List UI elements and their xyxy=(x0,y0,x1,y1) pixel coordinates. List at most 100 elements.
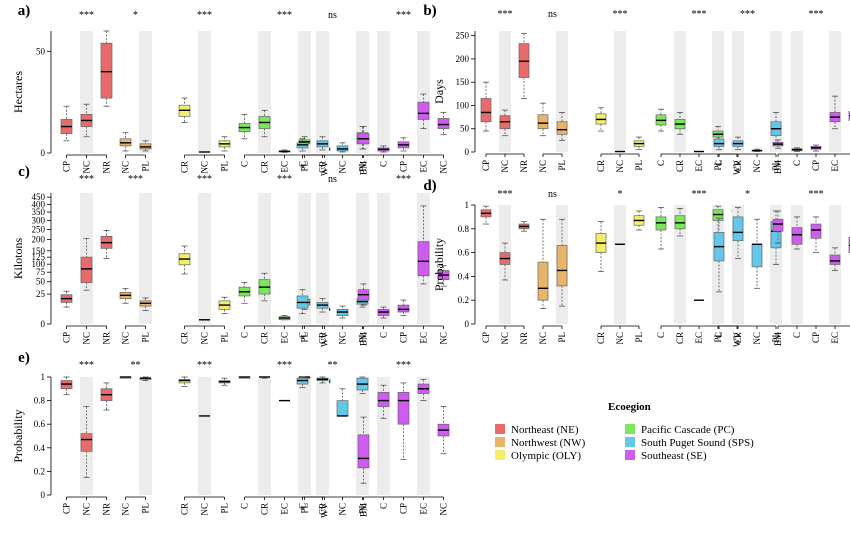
box-sps-cr: CR xyxy=(316,193,329,344)
category-label: EC xyxy=(419,161,429,173)
box-sps-cr: CR xyxy=(316,376,329,515)
y-tick-label: 450 xyxy=(32,192,46,202)
box-pc-pl: PL xyxy=(712,31,724,171)
legend-swatch-sps xyxy=(625,437,635,447)
iqr-box xyxy=(417,101,430,120)
background-band xyxy=(198,377,211,495)
group-pc: *** C CR EC PL WV xyxy=(238,10,331,176)
category-label: PL xyxy=(141,503,151,514)
significance-label: *** xyxy=(277,10,292,21)
box-sps-cr: CR xyxy=(732,205,744,344)
iqr-box xyxy=(80,433,93,452)
box-oly-pl: PL xyxy=(633,210,645,343)
category-label: NC xyxy=(538,332,548,345)
y-tick-label: 0.2 xyxy=(458,295,469,305)
panel-label: d) xyxy=(423,178,436,194)
background-band xyxy=(712,205,724,324)
category-label: C xyxy=(298,161,308,167)
significance-label: *** xyxy=(79,10,94,21)
box-se-cp: CP xyxy=(397,299,410,343)
y-tick-label: 200 xyxy=(456,54,470,64)
group-nw: *** NC PL xyxy=(119,174,152,345)
y-tick-label: 0.6 xyxy=(34,419,46,429)
y-axis-label: Probability xyxy=(11,409,25,462)
group-ne: *** CP NC NR xyxy=(480,9,530,173)
category-label: NC xyxy=(338,503,348,516)
significance-label: *** xyxy=(128,174,143,185)
box-oly-pl: PL xyxy=(218,136,231,172)
iqr-box xyxy=(437,118,450,129)
group-nw: ** NC PL xyxy=(119,360,152,516)
group-ne: *** CP NC NR xyxy=(480,189,530,345)
box-se-cp: CP xyxy=(397,137,410,172)
background-band xyxy=(139,31,152,153)
category-label: CR xyxy=(675,160,685,172)
category-label: BM xyxy=(359,161,369,175)
box-ne-cp: CP xyxy=(480,81,492,171)
group-oly: *** CR NC PL xyxy=(178,174,231,345)
box-oly-cr: CR xyxy=(178,245,191,344)
category-label: EC xyxy=(280,161,290,173)
box-oly-pl: PL xyxy=(218,377,231,514)
category-label: CR xyxy=(260,503,270,515)
group-pc: *** C CR EC PL WV xyxy=(238,360,331,518)
box-se-c: C xyxy=(377,31,390,167)
category-label: NC xyxy=(439,332,449,345)
panel-label: c) xyxy=(18,164,30,180)
background-band xyxy=(791,205,803,324)
y-tick-label: 150 xyxy=(456,77,470,87)
category-label: C xyxy=(792,332,802,338)
category-label: CP xyxy=(399,332,409,343)
category-label: CP xyxy=(62,332,72,343)
box-sps-cr: CR xyxy=(732,31,744,172)
y-tick-label: 0 xyxy=(465,147,470,157)
category-label: PL xyxy=(141,332,151,343)
background-band xyxy=(298,31,311,153)
group-oly: * CR NC PL xyxy=(595,189,645,345)
y-tick-label: 300 xyxy=(32,215,46,225)
category-label: NC xyxy=(121,503,131,516)
category-label: NR xyxy=(102,161,112,174)
significance-label: *** xyxy=(79,174,94,185)
category-label: WV xyxy=(732,332,742,347)
y-tick-label: 0 xyxy=(41,319,46,329)
category-label: NC xyxy=(200,332,210,345)
iqr-box xyxy=(556,121,568,135)
significance-label: *** xyxy=(197,360,212,371)
box-pc-pl: PL xyxy=(298,193,311,343)
box-pc-c: C xyxy=(238,282,251,338)
category-label: CR xyxy=(260,161,270,173)
group-oly: *** CR NC PL xyxy=(595,9,645,173)
category-label: CR xyxy=(318,503,328,515)
iqr-box xyxy=(480,98,492,123)
legend-swatch-se xyxy=(625,450,635,460)
background-band xyxy=(198,193,211,324)
category-label: C xyxy=(240,332,250,338)
category-label: CR xyxy=(180,332,190,344)
panel-e: e) Probability 0 0.2 0.4 0.6 0.8 1 *** CP NC NR ** NC… xyxy=(11,350,450,518)
category-label: EC xyxy=(419,332,429,344)
iqr-box xyxy=(377,391,390,407)
category-label: NC xyxy=(752,332,762,345)
box-ne-nr: NR xyxy=(518,221,530,345)
legend-label-sps: South Puget Sound (SPS) xyxy=(641,437,754,449)
significance-label: *** xyxy=(692,189,707,200)
legend-title: Ecoegion xyxy=(608,401,651,413)
box-pc-ec: EC xyxy=(278,149,291,173)
significance-label: *** xyxy=(740,9,755,20)
background-band xyxy=(377,193,390,324)
y-tick-label: 0 xyxy=(41,148,46,158)
y-tick-label: 150 xyxy=(32,246,46,256)
iqr-box xyxy=(357,434,370,469)
box-se-nc: NC xyxy=(437,406,450,516)
iqr-box xyxy=(397,304,410,313)
legend-label-nw: Northwest (NW) xyxy=(511,437,586,449)
box-pc-c: C xyxy=(655,108,667,166)
category-label: WV xyxy=(320,161,330,176)
category-label: CP xyxy=(62,503,72,514)
y-tick-label: 0.2 xyxy=(34,466,45,476)
box-oly-cr: CR xyxy=(595,107,607,172)
